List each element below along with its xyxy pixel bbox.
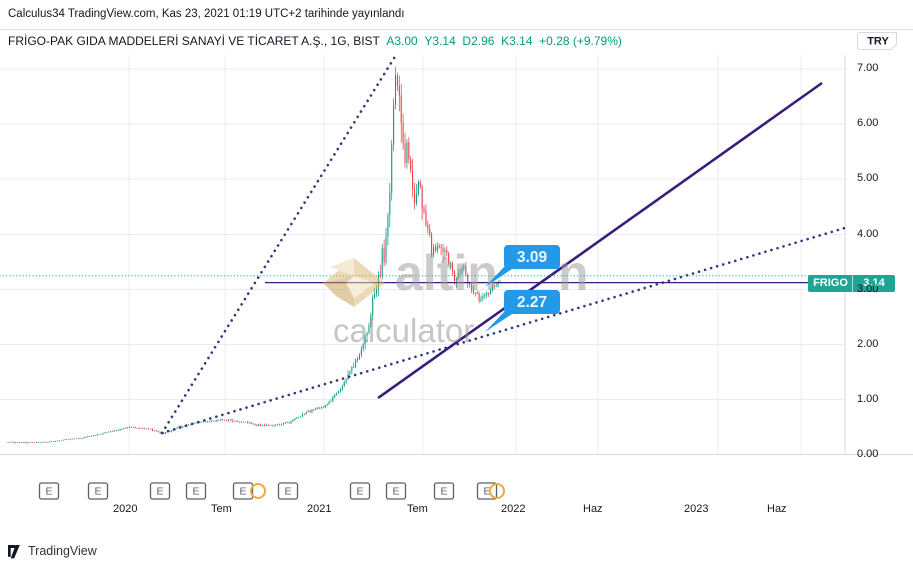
- svg-text:calculator: calculator: [333, 312, 474, 349]
- svg-text:E: E: [156, 486, 163, 498]
- svg-text:TRY: TRY: [867, 36, 889, 48]
- svg-text:2.27: 2.27: [517, 294, 547, 311]
- svg-text:E: E: [192, 486, 199, 498]
- svg-text:n: n: [558, 245, 589, 301]
- svg-text:E: E: [94, 486, 101, 498]
- svg-text:E: E: [239, 486, 246, 498]
- svg-text:E: E: [440, 486, 447, 498]
- svg-text:E: E: [45, 486, 52, 498]
- svg-text:3.09: 3.09: [517, 249, 548, 266]
- svg-text:E: E: [284, 486, 291, 498]
- svg-text:E: E: [392, 486, 399, 498]
- svg-text:E: E: [356, 486, 363, 498]
